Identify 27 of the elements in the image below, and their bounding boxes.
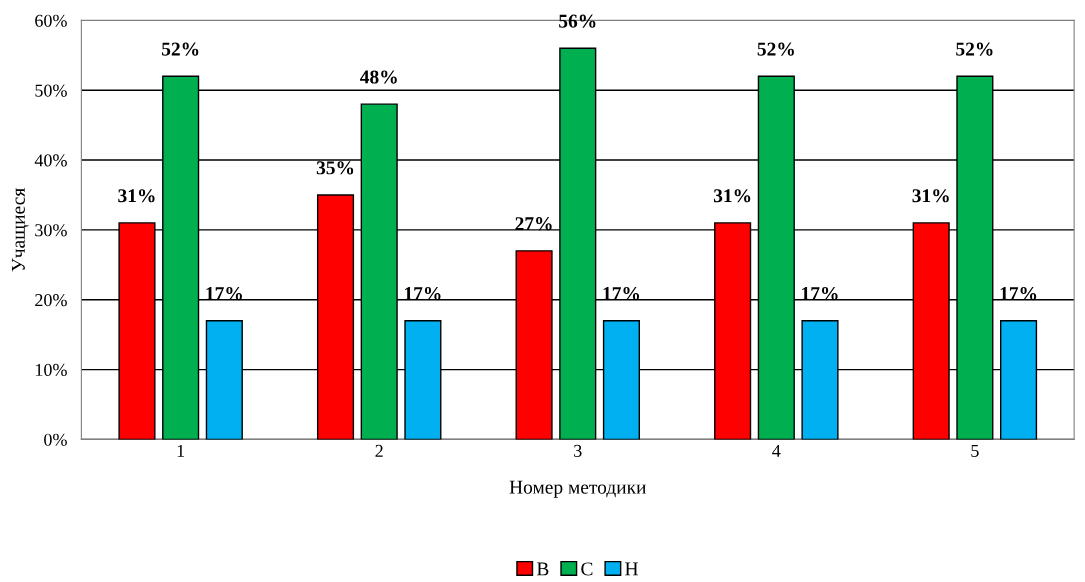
data-label: 31% (912, 189, 949, 203)
data-label: 56% (559, 14, 596, 28)
x-tick-label: 3 (574, 444, 582, 457)
data-label: 52% (757, 42, 794, 56)
legend-label: Н (625, 562, 639, 576)
y-tick-label: 30% (35, 224, 67, 237)
y-tick-label: 60% (35, 14, 67, 27)
data-label: 35% (316, 161, 354, 175)
data-label: 52% (956, 42, 993, 56)
x-tick-label: 4 (772, 444, 781, 457)
data-label: 48% (360, 70, 397, 84)
x-tick-label: 2 (375, 444, 383, 457)
legend-label: С (581, 562, 593, 576)
data-label: 31% (713, 189, 751, 203)
x-tick-label: 1 (177, 444, 185, 457)
y-tick-label: 20% (35, 293, 67, 307)
x-axis-title: Номер методики (509, 480, 647, 498)
legend-label: В (536, 562, 549, 576)
y-tick-label: 10% (35, 363, 67, 377)
x-tick-label: 5 (971, 444, 979, 457)
data-label: 52% (161, 42, 199, 56)
data-label: 27% (515, 217, 552, 231)
y-axis-title: Учащиеся (11, 188, 29, 272)
data-label: 31% (118, 189, 155, 203)
y-tick-label: 0% (44, 433, 67, 446)
y-tick-label: 40% (34, 154, 67, 167)
y-tick-label: 50% (35, 84, 67, 97)
